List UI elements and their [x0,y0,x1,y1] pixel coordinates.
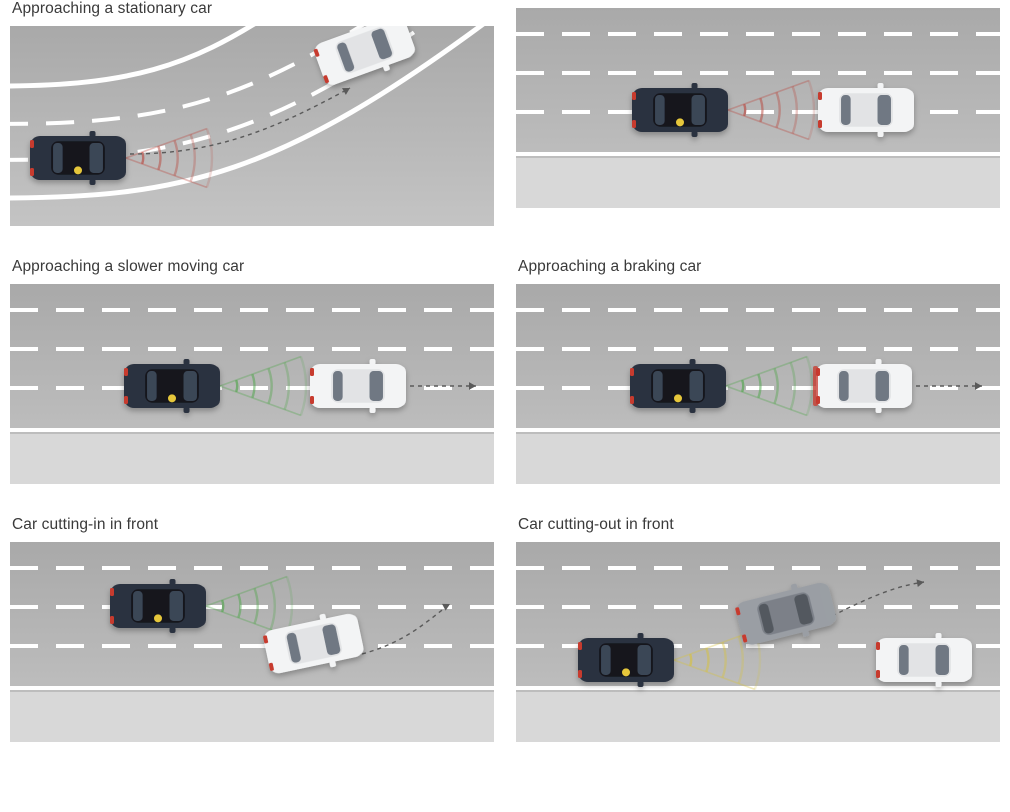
scenario-cell: Car cutting-in in front [10,516,494,742]
scenario-cell: Approaching a braking car [516,258,1000,484]
scenario-illustration [10,26,494,226]
scenario-grid: Approaching a stationary car Approaching … [0,0,1010,756]
scenario-cell: Approaching a stationary car [10,0,494,226]
scenario-panel [10,542,494,742]
scenario-cell: Approaching a slower moving car [10,258,494,484]
scenario-caption: Car cutting-out in front [518,516,1000,534]
scenario-panel [516,8,1000,208]
scenario-caption: Approaching a braking car [518,258,1000,276]
scenario-panel [516,542,1000,742]
scenario-panel [516,284,1000,484]
scenario-illustration [10,284,494,484]
scenario-caption: Car cutting-in in front [12,516,494,534]
scenario-caption: Approaching a stationary car [12,0,494,18]
scenario-illustration [10,542,494,742]
scenario-illustration [516,8,1000,208]
scenario-cell: Car cutting-out in front [516,516,1000,742]
scenario-panel [10,284,494,484]
scenario-illustration [516,284,1000,484]
scenario-illustration [516,542,1000,742]
scenario-cell [516,0,1000,226]
scenario-caption: Approaching a slower moving car [12,258,494,276]
scenario-panel [10,26,494,226]
